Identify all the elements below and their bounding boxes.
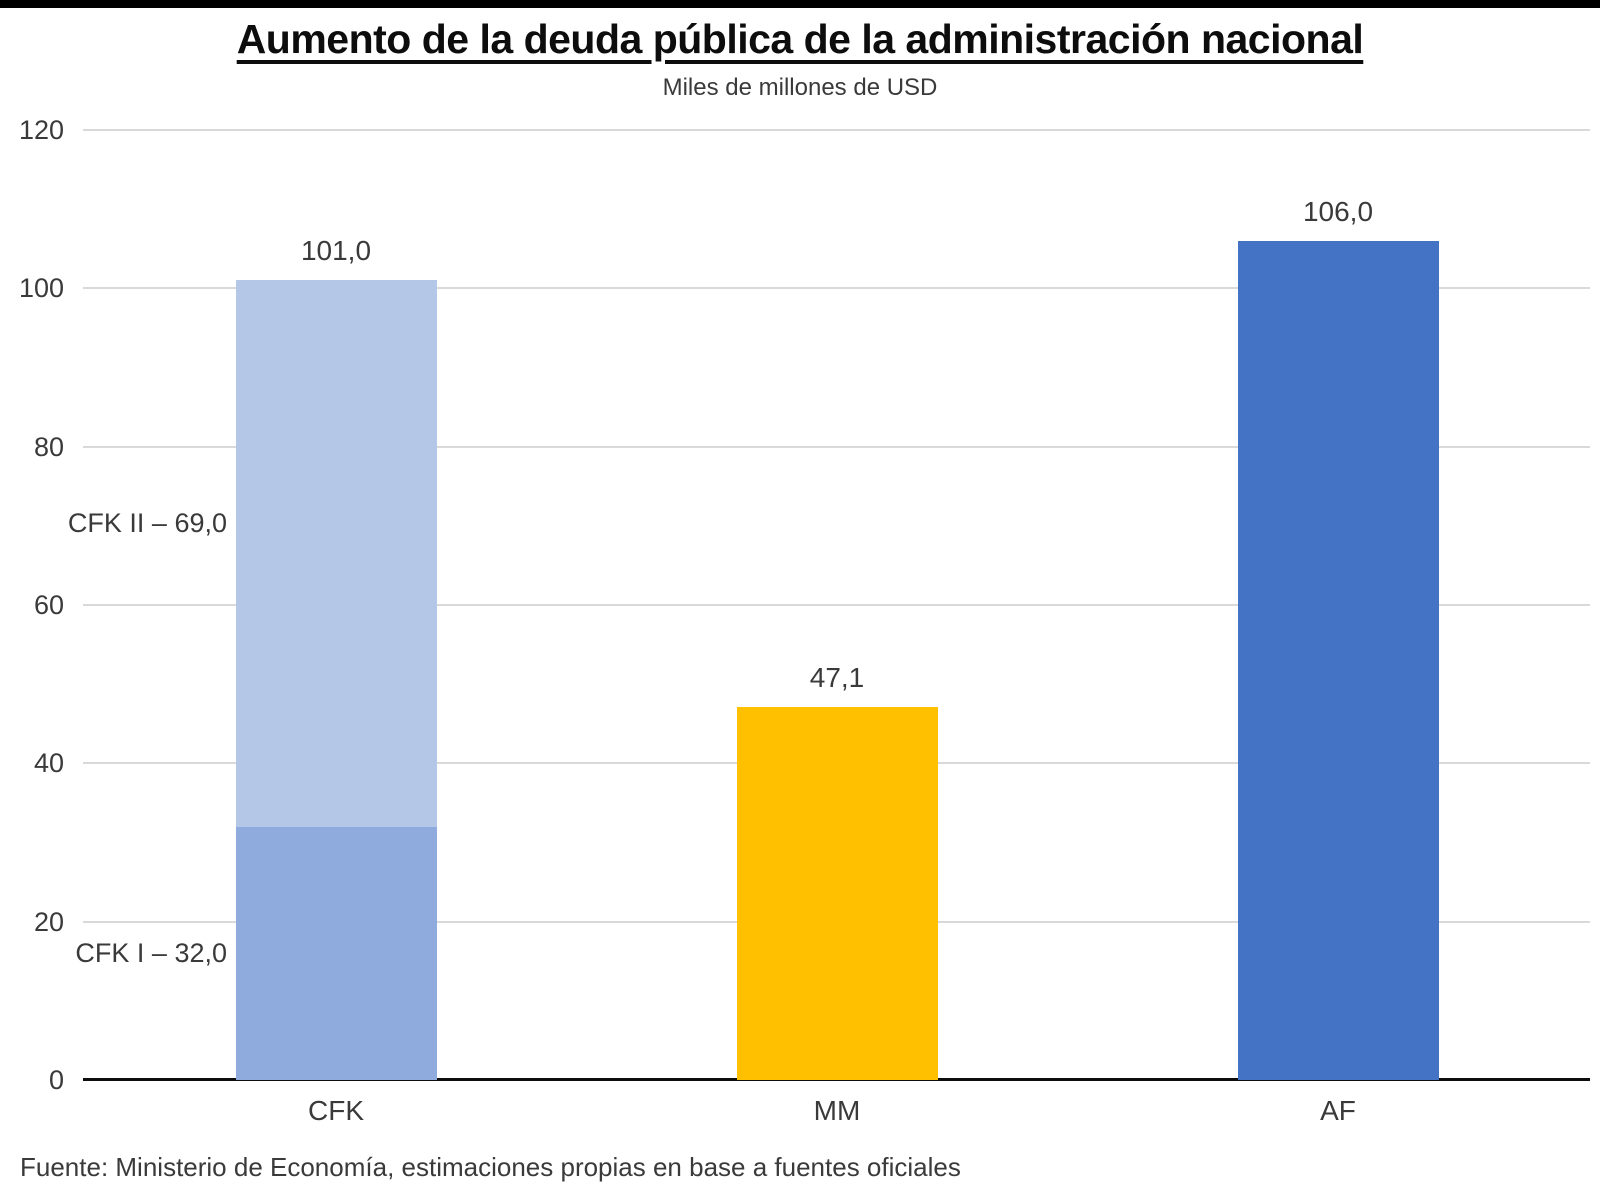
bar-value-label-mm: 47,1	[809, 662, 865, 694]
chart-title-text: Aumento de la deuda pública de la admini…	[236, 16, 1364, 62]
segment-annotation-cfk-i: CFK I – 32,0	[75, 938, 227, 969]
gridline-60	[83, 604, 1590, 606]
y-axis-tick-label: 80	[33, 431, 64, 462]
gridline-120	[83, 129, 1590, 131]
segment-annotation-cfk-ii: CFK II – 69,0	[67, 507, 227, 538]
chart-subtitle-units: Miles de millones de USD	[662, 74, 938, 101]
x-axis-category-label-cfk: CFK	[308, 1095, 364, 1126]
chart-title: Aumento de la deuda pública de la admini…	[0, 16, 1600, 63]
y-axis-tick-label: 120	[18, 115, 64, 145]
y-axis-tick-label: 60	[33, 590, 64, 620]
y-axis-tick-label: 20	[33, 906, 64, 937]
x-axis-category-label-mm: MM	[813, 1095, 861, 1126]
bar-segment-mm	[736, 707, 938, 1080]
gridline-100	[83, 287, 1590, 290]
bar-segment-cfk-i	[235, 826, 437, 1080]
x-axis-category-label-af: AF	[1320, 1095, 1356, 1126]
bar-segment-cfk-ii	[235, 280, 437, 827]
top-border-bar	[0, 0, 1600, 8]
bar-value-label-cfk: 101,0	[300, 235, 372, 267]
y-axis-tick-label: 0	[48, 1065, 64, 1095]
y-axis-tick-label: 40	[33, 748, 64, 779]
bar-segment-af	[1237, 240, 1439, 1080]
bar-value-label-af: 106,0	[1302, 195, 1374, 227]
y-axis-tick-label: 100	[18, 273, 64, 304]
source-note: Fuente: Ministerio de Economía, estimaci…	[20, 1152, 961, 1182]
gridline-80	[83, 445, 1590, 448]
